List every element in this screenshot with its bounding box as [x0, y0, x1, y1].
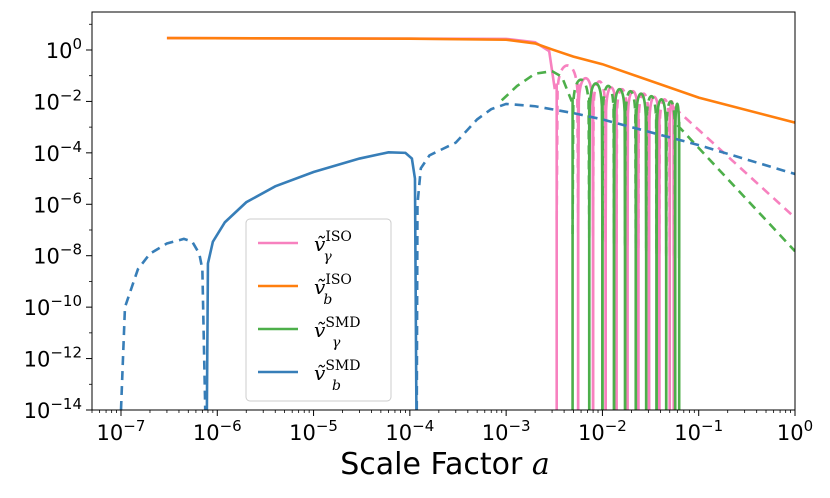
y-tick-label: 100 [46, 35, 82, 63]
series-tail [676, 124, 795, 253]
oscillation-lobe [571, 78, 591, 234]
x-axis-label: Scale Factor a [340, 447, 550, 482]
oscillation-lobe [623, 89, 638, 246]
series-tail [672, 106, 795, 219]
x-axis: 10−7 10−6 10−5 10−4 10−3 10−2 10−1 100 [91, 410, 813, 445]
legend-entry: ṽISO b [314, 272, 352, 308]
legend-entry: ṽSMD b [314, 358, 360, 394]
legend: ṽISO γ ṽISO b ṽSMD γ ṽSMD b [245, 218, 392, 402]
oscillation-lobe [576, 76, 595, 233]
oscillation-lobe [634, 92, 648, 248]
oscillation-lobe [655, 98, 668, 254]
oscillation-lobe [591, 80, 607, 236]
oscillation-lobe [658, 98, 672, 254]
y-tick-label: 10−4 [33, 138, 82, 166]
series-segment [415, 102, 795, 410]
x-tick-label: 10−4 [385, 417, 434, 445]
legend-box [245, 218, 392, 402]
y-axis: 100 10−2 10−4 10−6 10−8 10−10 10−12 10−14 [24, 23, 92, 423]
series-layer [119, 36, 795, 410]
x-tick-label: 10−2 [578, 417, 627, 445]
oscillation-lobe [644, 94, 658, 251]
x-tick-label: 10−6 [193, 417, 242, 445]
x-tick-label: 10−3 [482, 417, 531, 445]
x-tick-label: 10−5 [289, 417, 338, 445]
oscillation-lobe [673, 102, 681, 259]
y-tick-label: 10−8 [33, 241, 82, 269]
series-line [500, 69, 573, 102]
oscillation-lobe [615, 87, 629, 244]
legend-entry: ṽSMD γ [314, 315, 360, 351]
oscillation-lobe [626, 89, 640, 246]
y-tick-label: 10−2 [33, 86, 82, 114]
oscillation-lobe [637, 92, 651, 248]
oscillation-lobe [555, 64, 580, 220]
x-tick-label: 100 [777, 417, 813, 445]
plot-frame [91, 11, 796, 411]
legend-entry: ṽISO γ [314, 229, 352, 265]
series-segment [205, 150, 418, 410]
oscillation-lobe [612, 87, 627, 244]
y-tick-label: 10−10 [24, 292, 82, 320]
x-tick-label: 10−7 [97, 417, 146, 445]
x-tick-label: 10−1 [674, 417, 723, 445]
series-line [166, 36, 795, 124]
series-segment [119, 237, 207, 410]
y-tick-label: 10−12 [24, 344, 82, 372]
plot-area [92, 12, 795, 410]
oscillation-lobe [664, 100, 677, 256]
oscillation-lobe [601, 84, 616, 241]
y-tick-label: 10−6 [33, 189, 82, 217]
oscillation-lobe [587, 82, 604, 238]
y-tick-label: 10−14 [24, 395, 82, 423]
